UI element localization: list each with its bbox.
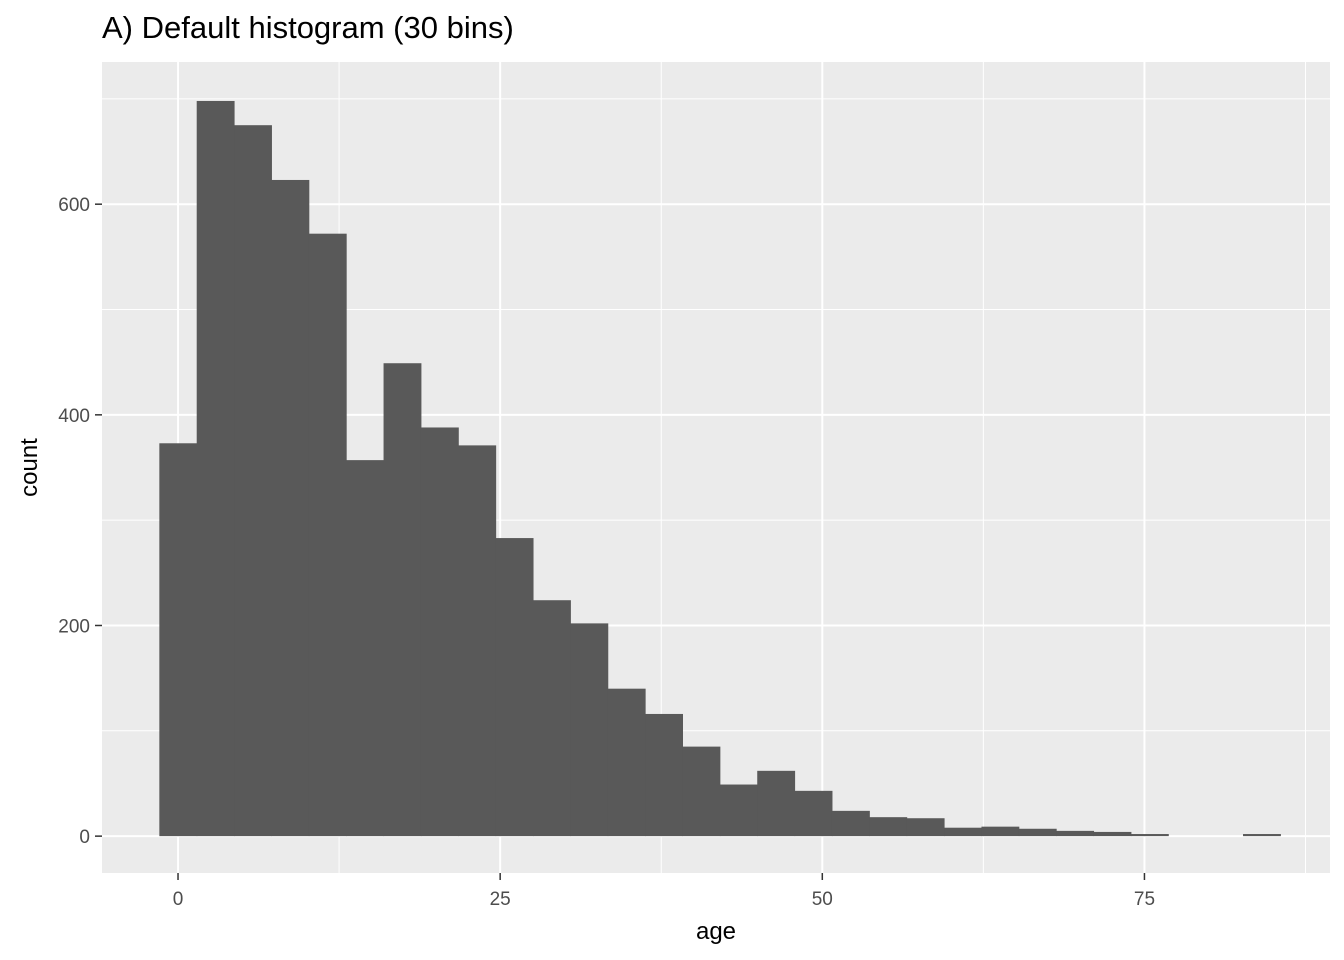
histogram-bar: [234, 125, 272, 837]
y-tick-label: 200: [58, 616, 90, 637]
histogram-bar: [757, 770, 796, 837]
histogram-bar: [159, 443, 198, 837]
histogram-bar: [1243, 834, 1281, 837]
x-axis: 0 25 50 75: [173, 873, 1155, 910]
histogram-bar: [346, 460, 385, 837]
x-axis-title: age: [696, 918, 736, 945]
histogram-bar: [906, 818, 945, 837]
histogram-bars: [159, 100, 1281, 837]
histogram-bar: [645, 713, 683, 837]
y-tick-label: 400: [58, 406, 90, 427]
histogram-bar: [458, 445, 497, 837]
histogram-bar: [533, 600, 571, 837]
histogram-bar: [1056, 830, 1095, 837]
chart-title: A) Default histogram (30 bins): [102, 10, 514, 45]
y-axis: 0 200 400 600: [58, 195, 102, 848]
histogram-bar: [869, 817, 908, 837]
histogram-bar: [607, 688, 646, 837]
histogram-bar: [196, 100, 235, 837]
histogram-bar: [271, 179, 310, 837]
histogram-bar: [308, 233, 347, 837]
histogram-bar: [1093, 831, 1132, 837]
histogram-bar: [981, 826, 1020, 837]
x-tick-label: 0: [173, 889, 184, 910]
y-tick-label: 600: [58, 195, 90, 216]
histogram-bar: [682, 746, 721, 837]
x-tick-label: 75: [1134, 889, 1155, 910]
y-tick-label: 0: [79, 827, 90, 848]
histogram-bar: [1018, 828, 1057, 837]
histogram-bar: [495, 538, 534, 837]
histogram-bar: [831, 810, 870, 837]
histogram-bar: [944, 827, 982, 837]
histogram-bar: [794, 790, 833, 837]
histogram-bar: [1130, 834, 1169, 837]
histogram-bar: [570, 623, 609, 837]
x-tick-label: 25: [490, 889, 511, 910]
y-axis-title: count: [16, 438, 43, 497]
x-tick-label: 50: [812, 889, 833, 910]
histogram-bar: [383, 363, 422, 837]
histogram-bar: [719, 784, 758, 837]
histogram-bar: [420, 427, 459, 837]
